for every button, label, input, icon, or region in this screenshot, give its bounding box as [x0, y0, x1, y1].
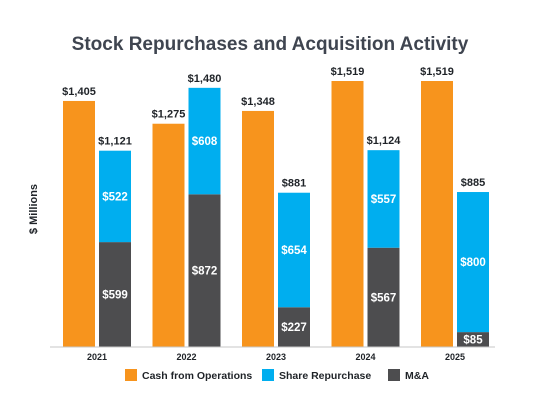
data-label-cash-total: $1,519 [331, 66, 365, 78]
legend: Cash from Operations Share Repurchase M&A [125, 369, 429, 382]
bar-ma [278, 307, 310, 347]
data-label-ma: $872 [192, 266, 218, 278]
bar-share-repurchase [457, 192, 489, 333]
data-label-stack-total: $885 [461, 177, 485, 189]
legend-swatch [262, 369, 274, 381]
x-axis-ticks: 2021 2022 2023 2024 2025 [87, 352, 465, 362]
bar-ma [188, 194, 221, 347]
data-label-share-repurchase: $654 [281, 245, 307, 257]
x-tick-label: 2023 [266, 352, 286, 362]
bar-share-repurchase [99, 150, 131, 243]
data-label-stack-total: $1,121 [98, 136, 132, 148]
data-label-share-repurchase: $522 [102, 191, 128, 203]
data-label-stack-total: $1,480 [188, 73, 222, 85]
legend-swatch [125, 369, 137, 381]
legend-item: M&A [388, 369, 429, 382]
bar-cash-from-operations [63, 100, 95, 347]
x-tick-label: 2025 [445, 352, 465, 362]
legend-swatch [388, 369, 400, 381]
chart-title: Stock Repurchases and Acquisition Activi… [72, 34, 469, 55]
legend-item: Share Repurchase [262, 369, 371, 382]
legend-label: M&A [405, 370, 429, 382]
legend-label: Share Repurchase [279, 370, 371, 382]
data-label-share-repurchase: $800 [460, 257, 486, 269]
bar-ma [99, 242, 131, 347]
bar-cash-from-operations [421, 81, 453, 347]
data-label-cash-total: $1,275 [152, 109, 186, 121]
bar-share-repurchase [278, 192, 310, 308]
y-axis-label: $ Millions [28, 184, 40, 234]
data-label-ma: $227 [281, 322, 307, 334]
data-label-cash-total: $1,519 [420, 66, 454, 78]
data-label-stack-total: $881 [282, 178, 306, 190]
data-label-ma: $85 [463, 335, 483, 347]
data-label-ma: $567 [371, 292, 397, 304]
bar-share-repurchase [367, 150, 400, 248]
data-label-share-repurchase: $557 [371, 194, 397, 206]
data-label-share-repurchase: $608 [192, 136, 218, 148]
x-tick-label: 2022 [176, 352, 196, 362]
bar-ma [457, 332, 489, 347]
bar-share-repurchase [188, 87, 221, 195]
bar-cash-from-operations [331, 81, 364, 347]
x-tick-label: 2021 [87, 352, 107, 362]
legend-item: Cash from Operations [125, 369, 252, 382]
bar-cash-from-operations [152, 123, 185, 347]
x-tick-label: 2024 [355, 352, 375, 362]
data-label-cash-total: $1,405 [62, 86, 96, 98]
legend-label: Cash from Operations [142, 370, 252, 382]
data-label-ma: $599 [102, 290, 128, 302]
bar-ma [367, 247, 400, 347]
data-label-cash-total: $1,348 [241, 96, 275, 108]
data-label-stack-total: $1,124 [367, 135, 402, 147]
plot-area: $1,405 $599 $522 $1,121 $1,275 $872 $608 $1,480… [62, 66, 489, 347]
bar-cash-from-operations [242, 110, 274, 347]
